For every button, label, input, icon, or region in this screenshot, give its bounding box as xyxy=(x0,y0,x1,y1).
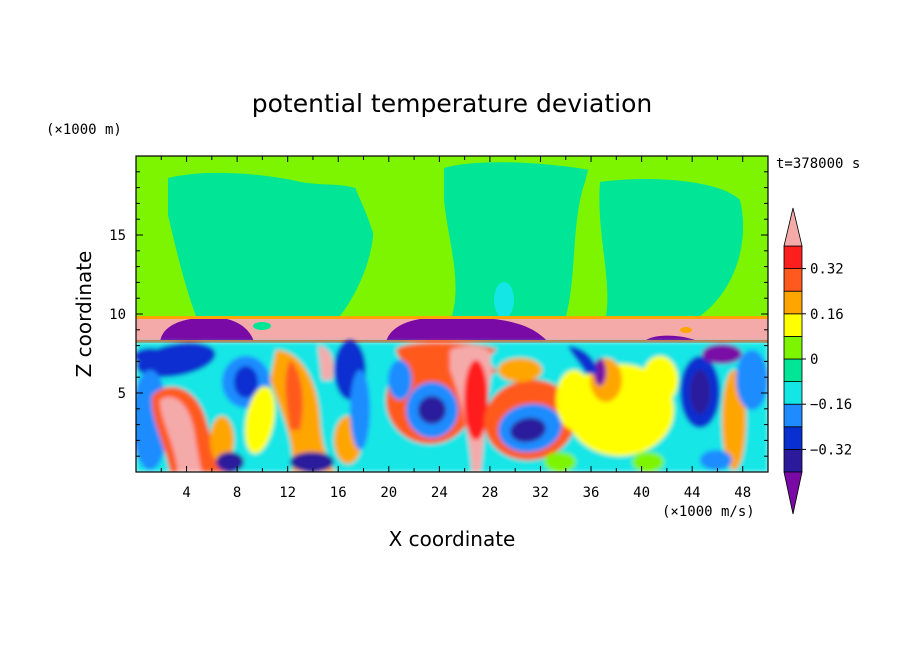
colorbar-label: 0.16 xyxy=(810,307,844,323)
upper-plume xyxy=(168,172,374,316)
x-tick-label: 36 xyxy=(583,485,600,501)
contour-blob xyxy=(388,360,412,400)
contour-blob xyxy=(678,430,702,470)
colorbar-label: 0.32 xyxy=(810,262,844,278)
x-tick-label: 28 xyxy=(481,485,498,501)
x-tick-label: 32 xyxy=(532,485,549,501)
x-axis: 4 8 12 16 20 24 28 32 36 40 44 48 xyxy=(160,156,751,501)
cold-lens xyxy=(386,316,548,342)
colorbar-segment xyxy=(783,448,803,473)
contour-blob xyxy=(290,452,334,472)
contour-blob xyxy=(690,370,710,414)
contour-blob xyxy=(374,448,418,472)
x-tick-label: 44 xyxy=(684,485,701,501)
x-axis-title: X coordinate xyxy=(389,527,516,551)
colorbar-label: −0.16 xyxy=(810,397,852,413)
contour-blob xyxy=(350,370,370,450)
time-label: t=378000 s xyxy=(776,156,860,172)
tropopause-edge xyxy=(136,316,768,319)
contour-blob xyxy=(245,386,275,454)
contour-blob xyxy=(418,396,446,424)
upper-plume xyxy=(599,179,744,316)
tropopause-edge xyxy=(136,340,768,343)
x-tick-label: 12 xyxy=(279,485,296,501)
cold-lens xyxy=(160,317,254,342)
troposphere xyxy=(136,340,768,472)
x-tick-label: 24 xyxy=(431,485,448,501)
colorbar-segment xyxy=(783,381,803,405)
x-tick-label: 16 xyxy=(330,485,347,501)
mixing-patch xyxy=(253,322,271,330)
plot-area xyxy=(136,156,768,472)
y-tick-label: 15 xyxy=(109,228,126,244)
contour-region xyxy=(160,397,202,472)
contour-blob xyxy=(210,416,234,464)
colorbar-extend-max xyxy=(783,207,803,247)
contour-blob xyxy=(642,356,678,404)
upper-cyan-patch xyxy=(494,282,514,318)
contour-blob xyxy=(700,450,732,470)
contour-blob xyxy=(234,366,258,398)
contour-blob xyxy=(594,358,606,386)
contour-blob xyxy=(136,348,166,364)
contour-region xyxy=(318,346,334,380)
upper-plume xyxy=(444,162,590,316)
x-tick-label: 8 xyxy=(233,485,241,501)
contour-region xyxy=(285,360,303,430)
y-axis-unit: (×1000 m) xyxy=(46,122,122,138)
colorbar-segment xyxy=(783,245,803,270)
colorbar-segment xyxy=(783,335,803,360)
colorbar: 0.32 0.16 0 −0.16 −0.32 xyxy=(783,207,852,515)
colorbar-segment xyxy=(783,426,803,450)
x-tick-label: 4 xyxy=(182,485,190,501)
colorbar-extend-min xyxy=(783,471,803,515)
contour-blob xyxy=(632,452,664,472)
colorbar-segment xyxy=(783,268,803,292)
contour-blob xyxy=(498,358,542,382)
contour-field xyxy=(136,156,768,472)
contour-blob xyxy=(510,417,546,443)
x-axis-unit: (×1000 m/s) xyxy=(662,504,755,520)
colorbar-segment xyxy=(783,403,803,428)
y-axis: 5 10 15 xyxy=(109,171,768,457)
contour-blob xyxy=(736,350,768,410)
colorbar-label: −0.32 xyxy=(810,442,852,458)
y-axis-title: Z coordinate xyxy=(72,251,96,378)
colorbar-segment xyxy=(783,313,803,337)
x-tick-label: 48 xyxy=(734,485,751,501)
contour-blob xyxy=(216,452,244,472)
x-tick-label: 20 xyxy=(380,485,397,501)
contour-blob xyxy=(464,360,488,440)
contour-blob xyxy=(544,452,576,472)
colorbar-segment xyxy=(783,358,803,383)
y-tick-label: 10 xyxy=(109,307,126,323)
mixing-patch xyxy=(680,327,692,333)
contour-region xyxy=(568,346,598,374)
colorbar-label: 0 xyxy=(810,352,818,368)
colorbar-segment xyxy=(783,290,803,315)
contour-blob xyxy=(702,344,742,364)
x-tick-label: 40 xyxy=(633,485,650,501)
chart-title: potential temperature deviation xyxy=(252,89,652,118)
y-tick-label: 5 xyxy=(118,386,126,402)
